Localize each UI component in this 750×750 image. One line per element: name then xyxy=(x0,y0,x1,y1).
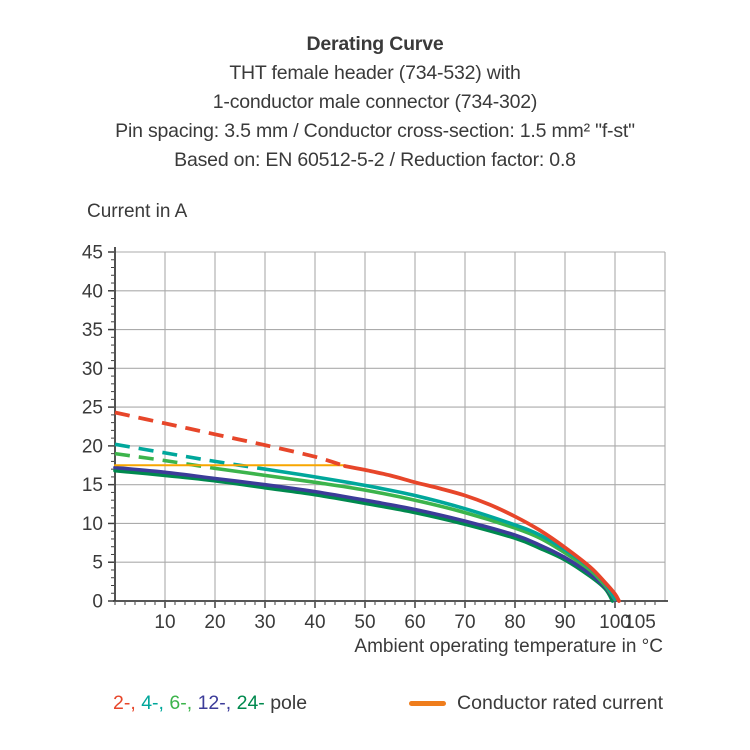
subtitle-product: THT female header (734-532) with xyxy=(229,62,521,84)
x-tick-label: 50 xyxy=(354,612,375,633)
legend-pole-list: 2-, 4-, 6-, 12-, 24- pole xyxy=(113,692,307,715)
curve-6-pole-above-conductor-rating xyxy=(114,451,216,471)
subtitle-standard: Based on: EN 60512-5-2 / Reduction facto… xyxy=(174,149,576,171)
y-tick-label: 45 xyxy=(82,243,103,264)
x-tick-label: 80 xyxy=(504,612,525,633)
title-block: Derating Curve THT female header (734-53… xyxy=(0,30,750,175)
legend-pole-2: 2-, xyxy=(113,692,142,714)
y-axis-title: Current in A xyxy=(87,201,188,222)
y-tick-label: 10 xyxy=(82,514,103,535)
x-tick-label: 10 xyxy=(154,612,175,633)
legend-pole-suffix: pole xyxy=(264,692,308,714)
y-tick-label: 15 xyxy=(82,475,103,496)
x-tick-label: 105 xyxy=(624,612,656,633)
curve-12-pole xyxy=(113,465,617,602)
y-tick-label: 40 xyxy=(82,281,103,302)
y-tick-label: 20 xyxy=(82,436,103,457)
x-tick-label: 20 xyxy=(204,612,225,633)
legend-pole-4: 4-, xyxy=(141,692,170,714)
subtitle-connector: 1-conductor male connector (734-302) xyxy=(212,91,538,113)
legend-pole-24: 24- xyxy=(236,692,265,714)
x-tick-label: 60 xyxy=(404,612,425,633)
y-tick-label: 5 xyxy=(92,553,103,574)
x-axis-title: Ambient operating temperature in °C xyxy=(354,636,663,657)
x-tick-label: 30 xyxy=(254,612,275,633)
legend-pole-12: 12-, xyxy=(197,692,237,714)
y-tick-label: 25 xyxy=(82,398,103,419)
chart-title: Derating Curve xyxy=(306,33,444,55)
subtitle-spacing: Pin spacing: 3.5 mm / Conductor cross-se… xyxy=(115,120,635,142)
conductor-line-swatch-icon xyxy=(409,701,447,706)
curve-2-pole xyxy=(343,464,621,603)
x-tick-label: 90 xyxy=(554,612,575,633)
curve-24-pole xyxy=(113,468,615,603)
y-tick-label: 0 xyxy=(92,592,103,613)
legend-conductor: Conductor rated current xyxy=(409,692,663,715)
x-tick-label: 40 xyxy=(304,612,325,633)
legend-conductor-label: Conductor rated current xyxy=(457,692,663,714)
y-tick-label: 35 xyxy=(82,320,103,341)
x-tick-label: 100 xyxy=(599,612,631,633)
curve-2-pole-above-conductor-rating xyxy=(114,410,346,468)
legend: 2-, 4-, 6-, 12-, 24- pole Conductor rate… xyxy=(113,692,663,715)
y-tick-label: 30 xyxy=(82,359,103,380)
x-tick-label: 70 xyxy=(454,612,475,633)
legend-pole-6: 6-, xyxy=(169,692,198,714)
